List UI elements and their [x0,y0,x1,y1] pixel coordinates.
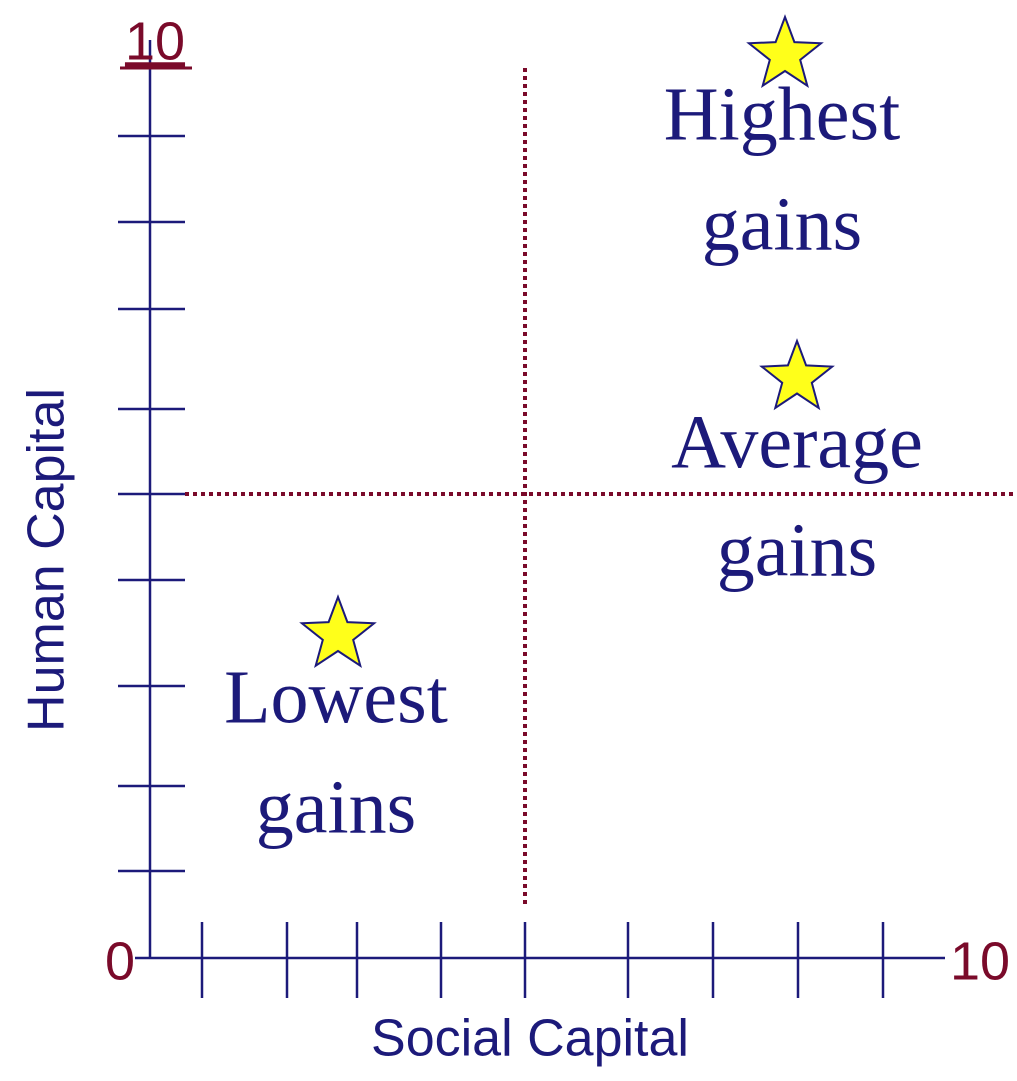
x-max-label: 10 [950,931,1010,991]
dividers [185,68,1017,905]
star [759,338,835,411]
x-axis-label: Social Capital [371,1010,689,1068]
y-max-label: 10 [125,11,185,71]
origin-label: 0 [105,931,135,991]
quadrant-text: Average [671,400,923,484]
axes [135,40,945,960]
quadrant-text: gains [702,182,862,266]
y-axis-label: Human Capital [18,388,76,732]
star [299,594,377,668]
quadrant-text: Highest [664,72,900,156]
quadrant-text: gains [256,765,416,849]
quadrant-text: Lowest [224,655,448,739]
quadrant-text: gains [717,508,877,592]
star [746,14,824,88]
